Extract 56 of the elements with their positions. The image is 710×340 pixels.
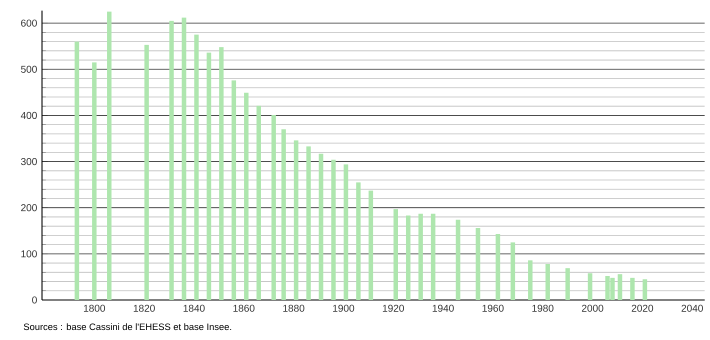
y-tick-label: 600 xyxy=(21,20,37,27)
bar xyxy=(368,190,374,300)
bar xyxy=(406,216,410,300)
bar xyxy=(510,242,516,300)
y-tick-label: 300 xyxy=(20,158,37,166)
bar xyxy=(107,12,112,300)
x-tick-label: 1800 xyxy=(84,304,106,312)
x-tick-label: 1940 xyxy=(432,304,454,312)
bar xyxy=(456,220,460,300)
x-tick-label: 2000 xyxy=(582,304,604,312)
bar xyxy=(206,52,212,300)
bar xyxy=(271,114,276,300)
bar xyxy=(281,129,286,300)
y-tick-label: 500 xyxy=(21,66,37,73)
y-tick-label: 400 xyxy=(20,112,37,119)
source-note: Sources : base Cassini de l'EHESS et base Insee. xyxy=(24,323,232,330)
bar xyxy=(318,154,324,300)
bar xyxy=(331,160,336,300)
bar xyxy=(244,92,249,300)
bar xyxy=(528,260,533,300)
x-tick-label: 1820 xyxy=(134,304,155,312)
y-tick-label: 200 xyxy=(21,204,37,212)
y-tick-label: 0 xyxy=(32,296,37,304)
bar xyxy=(588,273,592,300)
x-tick-label: 1900 xyxy=(333,304,354,312)
bar xyxy=(430,214,436,300)
x-tick-label: 1860 xyxy=(233,304,255,312)
bar xyxy=(642,279,648,300)
bar xyxy=(256,106,261,300)
bar xyxy=(356,182,361,300)
bar xyxy=(144,44,149,300)
x-tick-label: 2040 xyxy=(682,304,703,312)
bar xyxy=(394,209,398,300)
bar xyxy=(630,278,635,300)
x-tick-label: 1920 xyxy=(382,304,404,312)
bar xyxy=(476,228,480,300)
y-tick-label: 100 xyxy=(21,250,37,258)
bar xyxy=(74,42,80,300)
bar xyxy=(194,34,199,300)
x-tick-label: 2020 xyxy=(632,304,654,312)
bar xyxy=(232,80,236,300)
bar xyxy=(618,274,622,300)
bar xyxy=(545,264,550,300)
bar xyxy=(306,146,311,300)
bar xyxy=(496,234,500,300)
bar xyxy=(418,214,423,300)
x-tick-label: 1960 xyxy=(482,304,504,312)
x-tick-label: 1980 xyxy=(532,304,554,312)
bar xyxy=(565,268,570,300)
bar xyxy=(294,140,298,300)
bar xyxy=(169,20,174,300)
x-tick-label: 1880 xyxy=(283,304,304,312)
bar xyxy=(219,47,224,300)
x-tick-label: 1840 xyxy=(184,304,205,312)
bar xyxy=(344,164,348,300)
bar xyxy=(92,62,97,300)
